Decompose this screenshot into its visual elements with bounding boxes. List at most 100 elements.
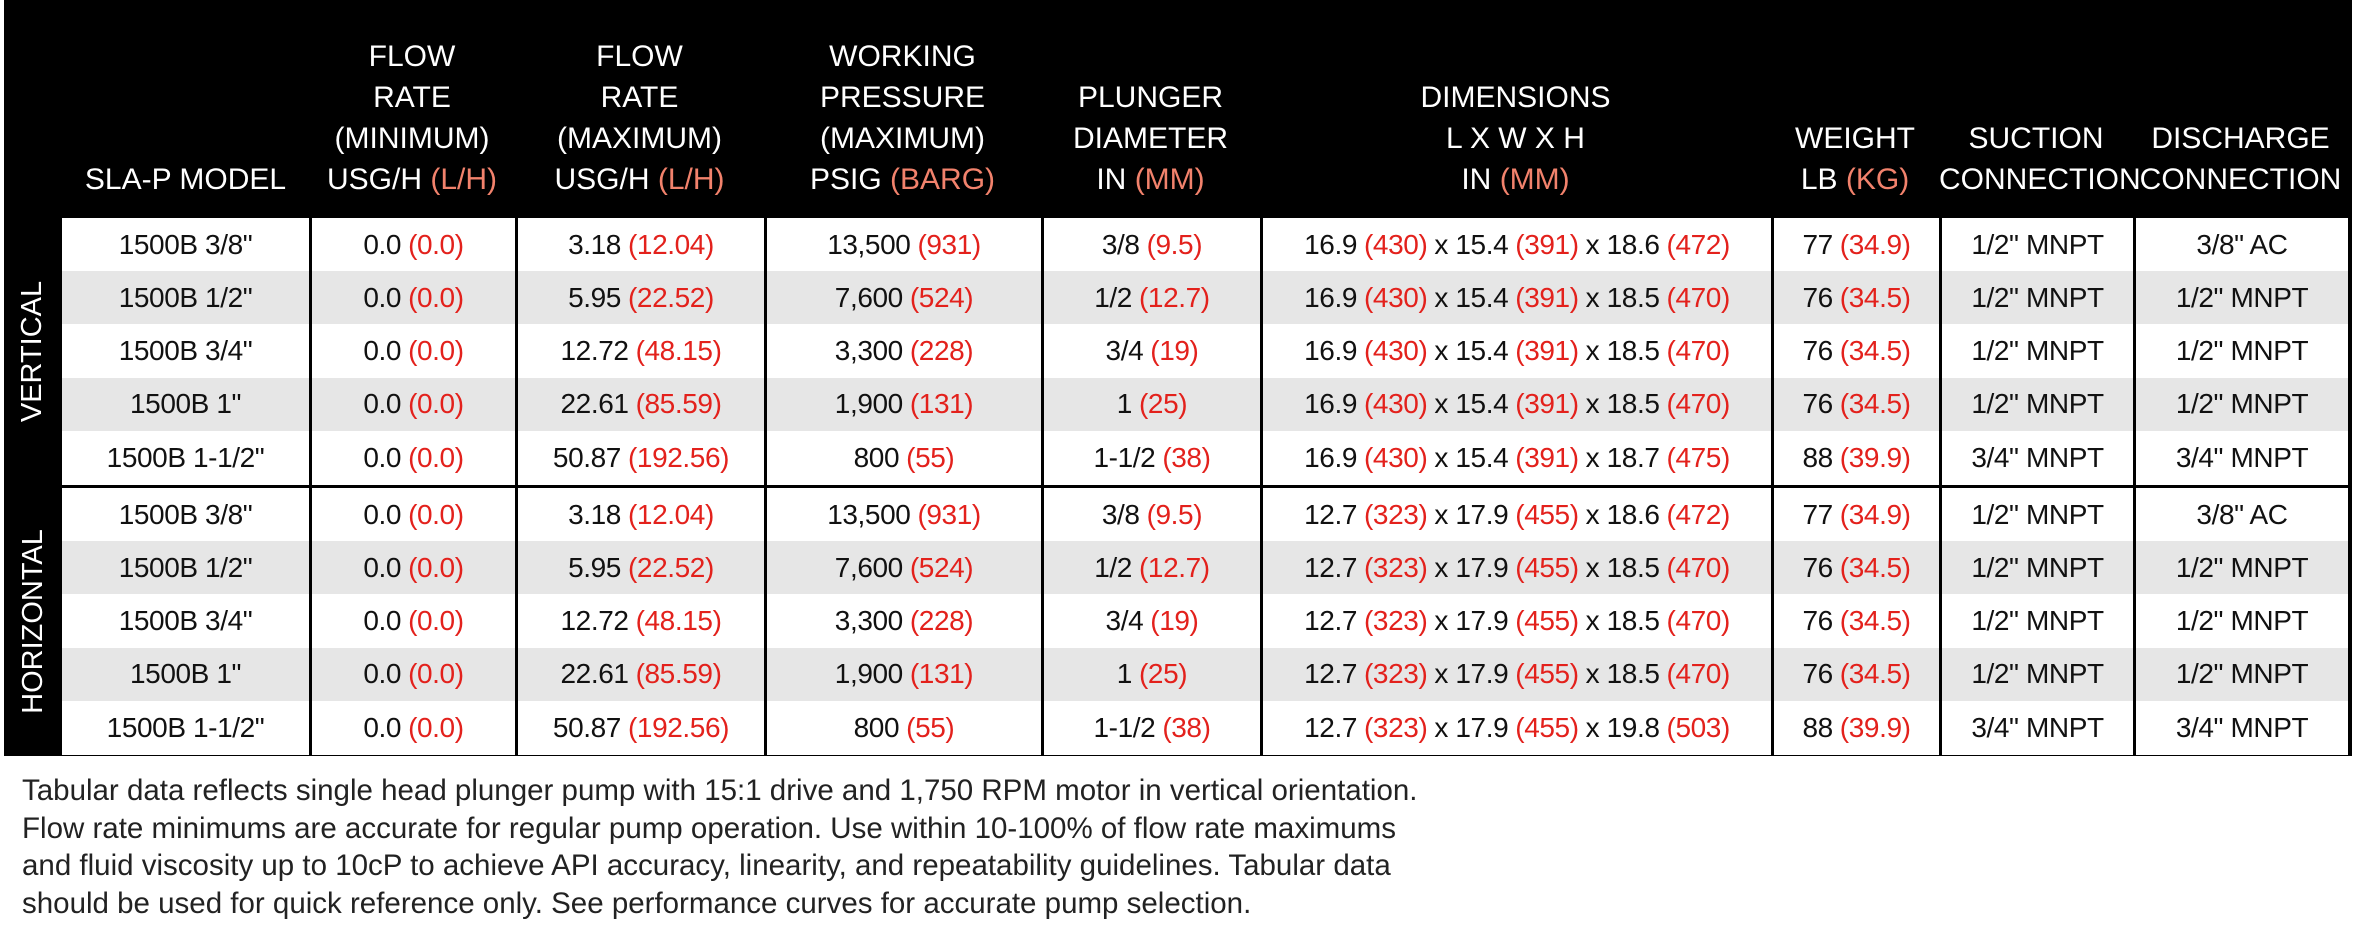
metric-value: (470) (1666, 335, 1731, 367)
imperial-value: 1500B 1" (129, 388, 242, 420)
table-cell: 3/8 (9.5) (1044, 218, 1260, 272)
imperial-value: 12.7 (1304, 552, 1357, 584)
metric-value: (55) (906, 711, 955, 743)
table-cell: 16.9 (430) x 15.4 (391) x 18.6 (472) (1263, 218, 1771, 272)
metric-value: (19) (1150, 605, 1199, 637)
spec-table: SLA-P MODEL FLOW RATE (MINIMUM) USG/H (L/… (4, 0, 2352, 756)
imperial-value: 12.7 (1304, 711, 1357, 743)
table-cell: 1/2" MNPT (2136, 647, 2348, 702)
table-cell: 1500B 3/8" (62, 488, 309, 542)
table-cell: 1 (25) (1044, 647, 1260, 702)
table-cell: 22.61 (85.59) (518, 377, 764, 432)
metric-value: (430) (1364, 228, 1428, 260)
column-header: WORKING PRESSURE (MAXIMUM) PSIG (BARG) (764, 0, 1041, 200)
imperial-value: 1/2" MNPT (2175, 658, 2309, 690)
table-cell: 1,900 (131) (767, 647, 1041, 702)
table-cell: 0.0 (0.0) (312, 218, 515, 272)
imperial-value: 1/2" MNPT (1971, 658, 2104, 690)
imperial-value: 1/2" MNPT (2175, 552, 2309, 584)
metric-value: (470) (1666, 658, 1731, 690)
metric-value: (0.0) (408, 605, 464, 637)
imperial-value: 3/8" AC (2196, 498, 2288, 530)
imperial-value: 1/2" MNPT (2175, 605, 2309, 637)
imperial-value: 1/2" MNPT (1971, 605, 2104, 637)
imperial-value: 0.0 (363, 388, 402, 420)
imperial-value: 16.9 (1304, 228, 1357, 260)
metric-value: (34.5) (1839, 552, 1911, 584)
table-cell: 76 (34.5) (1774, 594, 1939, 649)
table-cell: 5.95 (22.52) (518, 541, 764, 595)
table-cell: 3/4 (19) (1044, 324, 1260, 379)
imperial-value: 7,600 (834, 552, 903, 584)
table-cell: 1/2 (12.7) (1044, 541, 1260, 595)
metric-value: (0.0) (408, 711, 464, 743)
imperial-value: 0.0 (363, 335, 402, 367)
imperial-value: 5.95 (568, 552, 621, 584)
imperial-value: x 18.5 (1585, 282, 1660, 314)
table-cell: 76 (34.5) (1774, 271, 1939, 325)
table-cell: 1500B 3/4" (62, 594, 309, 649)
table-cell: 1500B 1-1/2" (62, 700, 309, 755)
imperial-value: 1-1/2 (1093, 441, 1156, 473)
table-cell: 1/2 (12.7) (1044, 271, 1260, 325)
imperial-value: 5.95 (568, 282, 621, 314)
table-cell: 13,500 (931) (767, 488, 1041, 542)
table-cell: 12.72 (48.15) (518, 594, 764, 649)
metric-value: (85.59) (635, 658, 722, 690)
imperial-value: 1/2" MNPT (1971, 282, 2104, 314)
imperial-value: 50.87 (552, 441, 621, 473)
table-cell: 3/4" MNPT (1942, 430, 2133, 485)
group-label-text: HORIZONTAL (16, 528, 49, 714)
imperial-value: 7,600 (834, 282, 903, 314)
table-cell: 1/2" MNPT (1942, 218, 2133, 272)
metric-value: (0.0) (408, 498, 464, 530)
metric-value: (34.5) (1839, 335, 1911, 367)
metric-value: (22.52) (627, 282, 714, 314)
imperial-value: 77 (1802, 498, 1833, 530)
table-cell: 88 (39.9) (1774, 700, 1939, 755)
header-text: DIMENSIONS L X W X H IN (MM) (1260, 77, 1771, 200)
metric-value: (391) (1515, 282, 1579, 314)
table-cell: 12.7 (323) x 17.9 (455) x 18.5 (470) (1263, 541, 1771, 595)
column-header: DISCHARGE CONNECTION (2133, 0, 2348, 200)
metric-value: (323) (1364, 658, 1428, 690)
imperial-value: 12.7 (1304, 498, 1357, 530)
table-cell: 3/4" MNPT (1942, 700, 2133, 755)
metric-value: (503) (1666, 711, 1731, 743)
imperial-value: x 18.5 (1585, 605, 1660, 637)
metric-value: (34.5) (1839, 388, 1911, 420)
note-line: Tabular data reflects single head plunge… (22, 774, 1418, 807)
table-cell: 16.9 (430) x 15.4 (391) x 18.5 (470) (1263, 377, 1771, 432)
metric-value: (12.04) (627, 228, 714, 260)
imperial-value: 3/4 (1105, 335, 1144, 367)
metric-value: (39.9) (1839, 711, 1911, 743)
imperial-value: 12.7 (1304, 658, 1357, 690)
column-header: FLOW RATE (MINIMUM) USG/H (L/H) (309, 0, 515, 200)
table-cell: 3.18 (12.04) (518, 218, 764, 272)
imperial-value: 1/2 (1094, 282, 1132, 314)
imperial-value: 3/8 (1101, 228, 1140, 260)
metric-value: (38) (1162, 711, 1211, 743)
metric-value: (391) (1515, 335, 1579, 367)
table-cell: 3,300 (228) (767, 594, 1041, 649)
imperial-value: 12.72 (560, 335, 629, 367)
table-cell: 0.0 (0.0) (312, 541, 515, 595)
header-text: DISCHARGE CONNECTION (2133, 118, 2348, 200)
imperial-value: 1/2" MNPT (1971, 498, 2104, 530)
imperial-value: x 15.4 (1434, 282, 1509, 314)
column-header: SUCTION CONNECTION (1939, 0, 2141, 200)
metric-value: (323) (1364, 498, 1428, 530)
imperial-value: x 15.4 (1434, 335, 1509, 367)
table-cell: 0.0 (0.0) (312, 324, 515, 379)
imperial-value: 76 (1802, 552, 1833, 584)
header-text: FLOW RATE (MAXIMUM) USG/H (L/H) (515, 36, 764, 200)
table-cell: 76 (34.5) (1774, 541, 1939, 595)
header-label: WORKING PRESSURE (MAXIMUM) PSIG (809, 40, 986, 196)
imperial-value: x 15.4 (1434, 228, 1509, 260)
metric-value: (19) (1150, 335, 1199, 367)
imperial-value: x 17.9 (1434, 498, 1509, 530)
table-cell: 1/2" MNPT (2136, 271, 2348, 325)
table-cell: 1,900 (131) (767, 377, 1041, 432)
header-text: FLOW RATE (MINIMUM) USG/H (L/H) (309, 36, 515, 200)
